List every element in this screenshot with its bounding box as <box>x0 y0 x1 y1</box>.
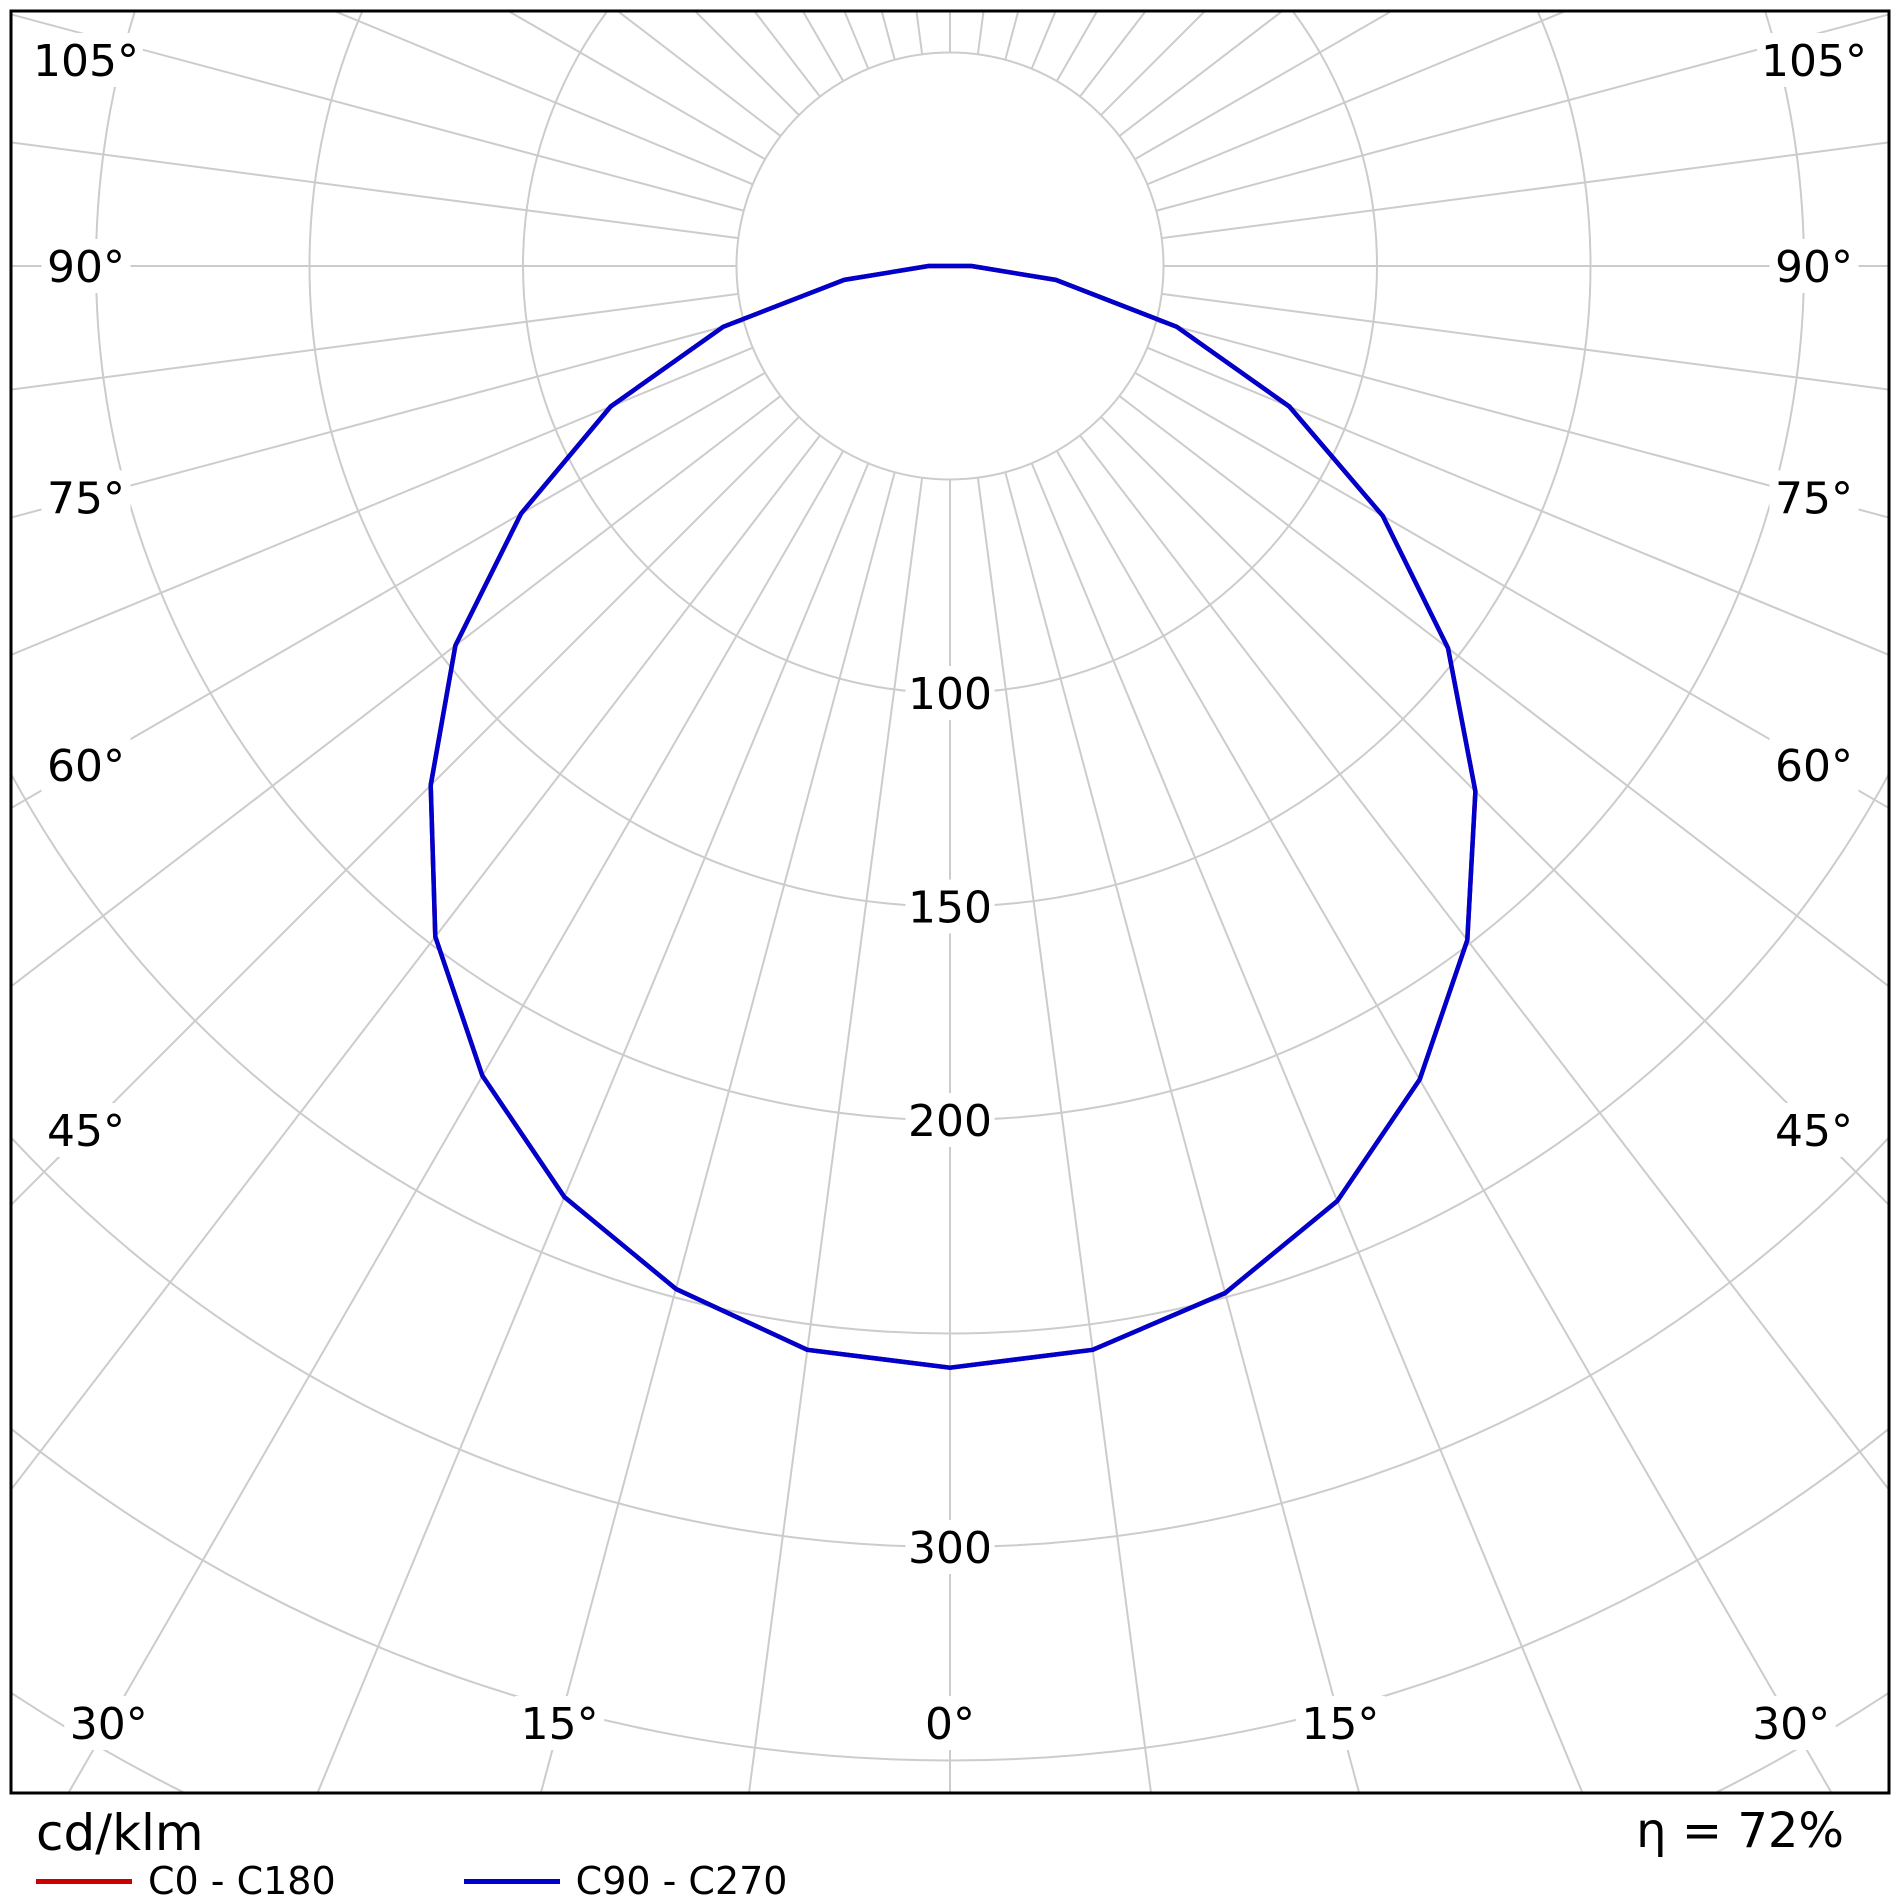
grid-spoke-330 <box>67 450 845 1793</box>
angle-label-right-75-bg <box>1769 470 1859 525</box>
legend: C0 - C180 C90 - C270 <box>36 1862 787 1900</box>
grid-spoke-255 <box>11 13 745 212</box>
grid-spoke-345 <box>539 471 896 1793</box>
radial-label-150: 150 <box>908 883 992 934</box>
grid-spoke-15 <box>1004 471 1361 1793</box>
angle-label-left-90: 90° <box>47 242 125 293</box>
unit-label: cd/klm <box>36 1804 204 1862</box>
grid-spoke-322.5 <box>11 434 821 1492</box>
grid-spoke-195 <box>880 11 896 61</box>
grid-spoke-60 <box>1134 371 1889 810</box>
grid-spoke-300 <box>11 371 766 810</box>
angle-label-left-90-bg <box>41 239 131 293</box>
angle-label-left-30-bg <box>64 1696 154 1750</box>
angle-label-right-30-bg <box>1746 1696 1836 1750</box>
grid-spoke-52.5 <box>1118 395 1889 988</box>
angle-label-right-0-bg <box>918 1696 982 1750</box>
grid-spoke-165 <box>1004 11 1020 61</box>
angle-label-left-45-bg <box>41 1103 131 1157</box>
angle-label-right-15-bg <box>1295 1696 1385 1750</box>
grid-spoke-97.5 <box>1161 141 1889 240</box>
angle-label-right-45: 45° <box>1775 1106 1853 1157</box>
radial-label-300: 300 <box>908 1523 992 1574</box>
grid-spoke-352.5 <box>747 477 924 1793</box>
legend-label-c0-c180: C0 - C180 <box>148 1859 336 1900</box>
plot-border <box>9 9 1891 1795</box>
angle-label-right-30: 30° <box>1752 1699 1830 1750</box>
curves <box>428 263 1478 1370</box>
radial-label-100: 100 <box>908 669 992 720</box>
angle-label-right-15: 15° <box>1301 1699 1379 1750</box>
angle-label-right-60-bg <box>1769 737 1859 792</box>
axis-labels: 100 150 200 300 0° 15° 15° 30° 30° 45° 45° 60° 60° 75… <box>29 33 1871 1750</box>
angle-label-right-105: 105° <box>1761 36 1867 87</box>
curve-c90-c270 <box>428 263 1478 1370</box>
angle-label-right-45-bg <box>1769 1103 1859 1157</box>
legend-label-c90-c270: C90 - C270 <box>575 1859 788 1900</box>
angle-label-right-75: 75° <box>1775 474 1853 525</box>
angle-label-left-105: 105° <box>33 36 139 87</box>
angle-label-left-15-bg <box>515 1696 605 1750</box>
radial-label-300-bg <box>905 1520 995 1574</box>
angle-label-left-75: 75° <box>47 474 125 525</box>
radial-label-150-bg <box>905 879 995 934</box>
legend-swatch-c0-c180 <box>36 1878 132 1884</box>
angle-label-left-45: 45° <box>47 1106 125 1157</box>
efficiency-label: η = 72% <box>1636 1803 1844 1859</box>
angle-label-left-30: 30° <box>70 1699 148 1750</box>
grid-spoke-307.5 <box>11 395 782 988</box>
angle-label-left-60: 60° <box>47 741 125 792</box>
grid-spoke-315 <box>11 416 800 1207</box>
legend-swatch-c90-c270 <box>463 1878 560 1884</box>
angle-label-left-15: 15° <box>521 1699 599 1750</box>
radial-label-200: 200 <box>908 1096 992 1147</box>
grid-spoke-112.5 <box>1146 11 1569 186</box>
radial-label-200-bg <box>905 1093 995 1147</box>
grid-spoke-22.5 <box>1030 462 1584 1793</box>
grid-spoke-262.5 <box>11 141 739 240</box>
angle-label-right-0: 0° <box>925 1699 975 1750</box>
grid-spoke-37.5 <box>1079 434 1889 1492</box>
angle-label-right-90-bg <box>1769 239 1859 293</box>
footer: cd/klm η = 72% <box>0 1802 1900 1860</box>
grid-spoke-277.5 <box>11 292 739 391</box>
grid-spoke-7.5 <box>976 477 1153 1793</box>
grid-spoke-30 <box>1055 450 1833 1793</box>
angle-label-right-60: 60° <box>1775 741 1853 792</box>
grid-spoke-285 <box>11 320 745 519</box>
grid-spoke-82.5 <box>1161 292 1889 391</box>
grid-spoke-75 <box>1155 320 1889 519</box>
angle-label-left-105-bg <box>29 33 143 87</box>
angle-label-left-60-bg <box>41 737 131 792</box>
angle-label-right-90: 90° <box>1775 242 1853 293</box>
radial-label-100-bg <box>905 666 995 720</box>
angle-label-left-75-bg <box>41 470 131 525</box>
grid-spoke-337.5 <box>316 462 870 1793</box>
legend-item-c0-c180: C0 - C180 <box>36 1862 336 1900</box>
legend-item-c90-c270: C90 - C270 <box>463 1859 788 1900</box>
grid-spoke-45 <box>1100 416 1889 1207</box>
grid-spoke-292.5 <box>11 346 754 657</box>
grid-spoke-105 <box>1155 13 1889 212</box>
angle-label-right-105-bg <box>1757 33 1871 87</box>
grid-spoke-247.5 <box>331 11 754 186</box>
grid-spoke-67.5 <box>1146 346 1889 657</box>
